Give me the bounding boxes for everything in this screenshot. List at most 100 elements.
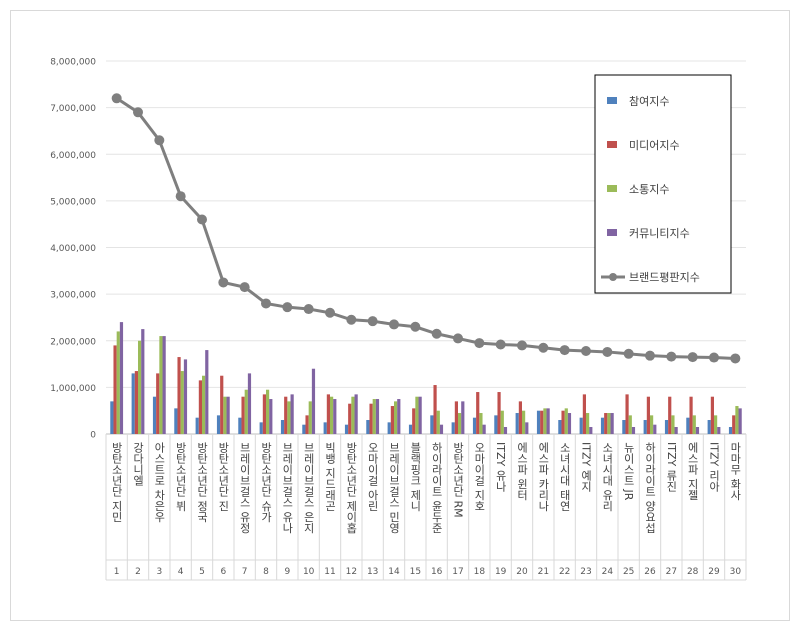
line-point-브랜드평판지수 (495, 339, 506, 350)
x-rank-label: 7 (242, 567, 248, 577)
bar-커뮤니티지수 (354, 394, 358, 434)
legend-swatch (607, 185, 617, 192)
bar-소통지수 (436, 410, 440, 434)
bar-커뮤니티지수 (333, 399, 337, 434)
bar-커뮤니티지수 (418, 396, 422, 434)
legend-swatch (607, 97, 617, 104)
legend-swatch (607, 229, 617, 236)
bar-소통지수 (116, 331, 120, 434)
x-category-label: 하이라이트 윤두준 (430, 441, 443, 534)
x-axis-labels: 방탄소년단 지민 강다니엘 아스트로 차은우 방탄소년단 뷔 방탄소년단 정국 방탄소년단… (105, 434, 747, 581)
line-point-브랜드평판지수 (474, 338, 485, 349)
bar-참여지수 (600, 417, 605, 434)
line-point-브랜드평판지수 (410, 321, 421, 332)
bar-참여지수 (664, 420, 669, 434)
bar-미디어지수 (284, 396, 288, 434)
bar-소통지수 (607, 413, 611, 434)
bar-커뮤니티지수 (503, 427, 508, 434)
bar-커뮤니티지수 (567, 413, 572, 434)
x-rank-label: 17 (452, 567, 463, 577)
x-rank-label: 11 (324, 567, 335, 577)
x-rank-label: 8 (263, 567, 269, 577)
line-point-브랜드평판지수 (282, 302, 293, 313)
bar-참여지수 (323, 422, 327, 434)
y-tick-label: 8,000,000 (50, 58, 96, 68)
bar-커뮤니티지수 (290, 394, 294, 434)
bar-소통지수 (244, 389, 248, 434)
bar-참여지수 (387, 422, 391, 434)
bar-미디어지수 (518, 401, 522, 434)
line-point-브랜드평판지수 (197, 214, 207, 225)
bar-소통지수 (138, 340, 142, 434)
line-point-브랜드평판지수 (261, 298, 271, 309)
x-rank-label: 16 (431, 567, 443, 577)
bar-소통지수 (714, 415, 718, 434)
bar-미디어지수 (561, 410, 565, 434)
bar-소통지수 (394, 401, 398, 434)
x-category-label: 블랙핑크 제니 (409, 442, 422, 512)
x-category-label: 방탄소년단 진 (217, 442, 230, 512)
bar-커뮤니티지수 (397, 399, 401, 434)
bar-커뮤니티지수 (546, 408, 550, 434)
bar-소통지수 (415, 396, 419, 434)
bar-소통지수 (308, 401, 312, 434)
bar-소통지수 (202, 375, 206, 434)
y-tick-label: 0 (90, 431, 96, 441)
legend-box (594, 74, 732, 294)
bar-미디어지수 (198, 380, 202, 434)
bar-미디어지수 (433, 385, 437, 434)
bar-커뮤니티지수 (674, 427, 678, 434)
bar-커뮤니티지수 (226, 396, 230, 434)
bar-미디어지수 (646, 396, 650, 434)
bar-미디어지수 (625, 394, 629, 434)
bar-커뮤니티지수 (269, 399, 273, 434)
bar-소통지수 (330, 396, 334, 434)
legend-label: 소통지수 (629, 183, 669, 196)
bar-소통지수 (671, 415, 675, 434)
line-point-브랜드평판지수 (239, 282, 250, 293)
bar-커뮤니티지수 (482, 424, 486, 434)
y-tick-label: 3,000,000 (50, 291, 96, 301)
bar-커뮤니티지수 (738, 408, 742, 434)
bar-참여지수 (579, 417, 583, 434)
bar-소통지수 (735, 406, 739, 434)
bar-미디어지수 (710, 396, 714, 434)
x-category-label: 방탄소년단 슈가 (260, 442, 273, 523)
bar-소통지수 (479, 413, 483, 434)
x-category-label: 방탄소년단 RM (452, 442, 465, 518)
x-rank-label: 12 (346, 567, 357, 577)
x-category-label: 마마무 화사 (729, 442, 742, 501)
x-category-label: 브레이브걸스 유정 (238, 442, 251, 534)
bar-참여지수 (195, 417, 199, 434)
bar-미디어지수 (262, 394, 266, 434)
bar-커뮤니티지수 (141, 329, 145, 434)
x-category-label: 방탄소년단 정국 (196, 442, 209, 523)
bar-참여지수 (216, 415, 221, 434)
x-rank-label: 27 (666, 567, 677, 577)
x-category-label: 오마이걸 아린 (366, 442, 379, 512)
bar-미디어지수 (582, 394, 586, 434)
bar-미디어지수 (412, 408, 416, 434)
bar-미디어지수 (454, 401, 458, 434)
bar-커뮤니티지수 (631, 427, 636, 434)
x-rank-label: 19 (495, 567, 507, 577)
bar-소통지수 (372, 399, 376, 434)
bar-소통지수 (692, 415, 696, 434)
x-rank-label: 18 (474, 567, 486, 577)
bar-커뮤니티지수 (162, 336, 166, 434)
bar-소통지수 (522, 410, 526, 434)
line-point-브랜드평판지수 (325, 307, 335, 318)
x-rank-label: 22 (559, 567, 570, 577)
x-rank-label: 23 (580, 567, 591, 577)
legend-label: 브랜드평판지수 (629, 271, 700, 284)
line-point-브랜드평판지수 (709, 352, 719, 363)
x-category-label: 브레이브걸스 민영 (388, 442, 401, 534)
x-category-label: 하이라이트 양요섭 (644, 441, 657, 534)
line-point-브랜드평판지수 (666, 351, 677, 362)
y-tick-label: 2,000,000 (50, 337, 96, 347)
bar-소통지수 (159, 336, 163, 434)
bar-참여지수 (152, 396, 157, 434)
x-rank-label: 28 (687, 567, 699, 577)
bar-커뮤니티지수 (717, 427, 721, 434)
bar-미디어지수 (305, 415, 309, 434)
